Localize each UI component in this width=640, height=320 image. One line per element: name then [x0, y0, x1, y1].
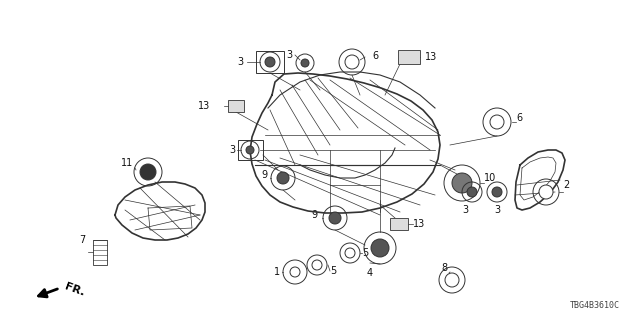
Bar [237, 140, 262, 160]
Circle shape [452, 173, 472, 193]
Circle shape [246, 146, 254, 154]
Text: 3: 3 [229, 145, 235, 155]
Text: 6: 6 [372, 51, 378, 61]
Circle shape [290, 267, 300, 277]
Text: 13: 13 [413, 219, 425, 229]
Circle shape [490, 115, 504, 129]
Text: 5: 5 [330, 266, 336, 276]
Text: 10: 10 [484, 173, 496, 183]
Text: 8: 8 [442, 263, 448, 273]
Circle shape [492, 187, 502, 197]
Text: 3: 3 [494, 205, 500, 215]
Text: FR.: FR. [63, 282, 86, 298]
Text: 11: 11 [121, 158, 133, 168]
Circle shape [445, 273, 459, 287]
Circle shape [265, 57, 275, 67]
Text: 9: 9 [312, 210, 318, 220]
Text: 3: 3 [462, 205, 468, 215]
Bar [256, 51, 284, 73]
Circle shape [345, 55, 359, 69]
Bar [93, 240, 107, 265]
Text: 3: 3 [237, 57, 243, 67]
Text: TBG4B3610C: TBG4B3610C [570, 301, 620, 310]
Text: 7: 7 [79, 235, 85, 245]
Text: 4: 4 [367, 268, 373, 278]
Text: 9: 9 [261, 170, 267, 180]
Bar [228, 100, 244, 112]
Circle shape [312, 260, 322, 270]
Text: 13: 13 [425, 52, 437, 62]
Text: 13: 13 [198, 101, 210, 111]
Circle shape [301, 59, 309, 67]
Circle shape [345, 248, 355, 258]
Circle shape [539, 185, 553, 199]
Circle shape [467, 187, 477, 197]
Bar [390, 218, 408, 230]
Circle shape [140, 164, 156, 180]
Circle shape [329, 212, 341, 224]
Text: 5: 5 [362, 248, 368, 258]
Text: 3: 3 [286, 50, 292, 60]
Circle shape [277, 172, 289, 184]
Circle shape [371, 239, 389, 257]
Bar [398, 50, 420, 64]
Text: 1: 1 [274, 267, 280, 277]
Text: 6: 6 [516, 113, 522, 123]
Text: 2: 2 [563, 180, 569, 190]
